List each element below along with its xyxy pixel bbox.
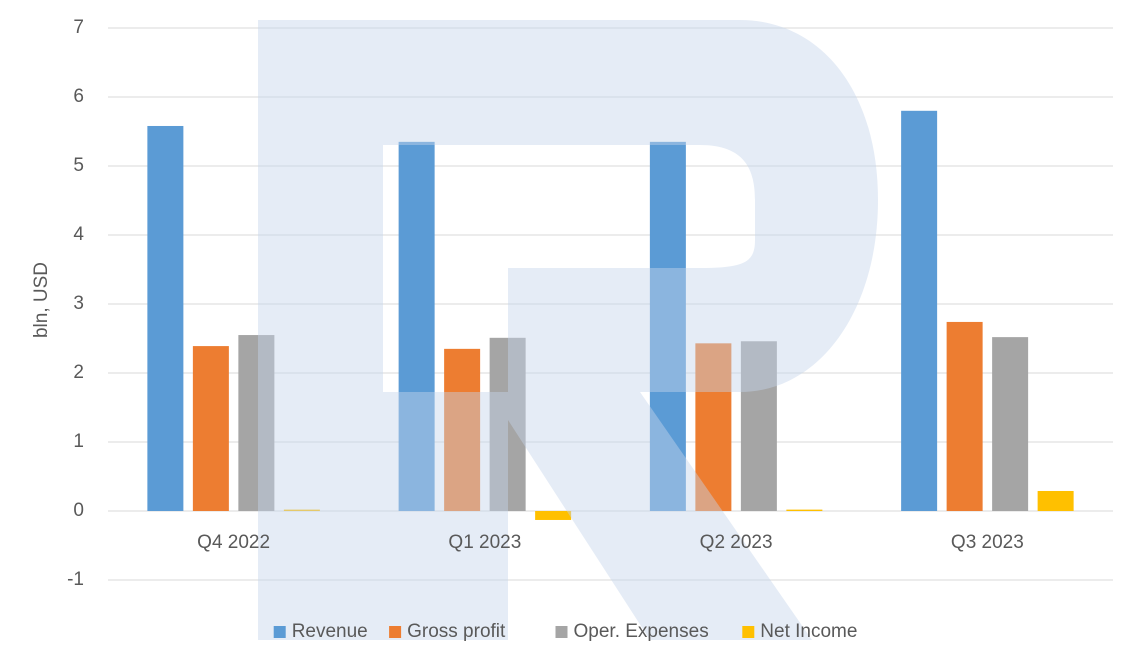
y-tick-label: 6 xyxy=(73,86,84,107)
x-tick-label: Q2 2023 xyxy=(700,532,773,553)
legend-label: Oper. Expenses xyxy=(574,621,709,642)
y-axis-label: bln, USD xyxy=(31,262,52,338)
x-tick-label: Q1 2023 xyxy=(448,532,521,553)
legend-swatch xyxy=(389,626,402,638)
legend-swatch xyxy=(742,626,755,638)
bar xyxy=(992,337,1029,511)
bars xyxy=(147,110,1074,520)
y-tick-label: 7 xyxy=(73,17,84,38)
grid xyxy=(108,27,1113,581)
labels: -1 0 1 2 3 4 5 6 7 Q4 2022 Q1 2023 Q2 2023 Q3 2023 xyxy=(67,17,1024,590)
bar xyxy=(901,110,938,512)
bar xyxy=(192,346,229,511)
bar xyxy=(946,321,983,511)
legend-label: Net Income xyxy=(760,621,857,642)
bar xyxy=(444,348,481,511)
bar xyxy=(147,125,184,511)
bar xyxy=(238,335,275,511)
y-tick-label: 4 xyxy=(73,224,84,245)
bar xyxy=(786,509,823,511)
bar xyxy=(398,141,435,511)
x-tick-label: Q4 2022 xyxy=(197,532,270,553)
legend-label: Gross profit xyxy=(407,621,506,642)
y-tick-label: 2 xyxy=(73,362,84,383)
y-tick-label: 1 xyxy=(73,431,84,452)
legend-swatch xyxy=(273,626,286,638)
bar xyxy=(489,337,526,511)
y-tick-label: 0 xyxy=(73,500,84,521)
legend: Revenue Gross profit Oper. Expenses Net Inc… xyxy=(273,621,857,642)
y-tick-label: 5 xyxy=(73,155,84,176)
bar xyxy=(649,141,686,511)
legend-label: Revenue xyxy=(292,621,368,642)
bar xyxy=(740,341,777,511)
x-tick-label: Q3 2023 xyxy=(951,532,1024,553)
y-tick-label: 3 xyxy=(73,293,84,314)
y-tick-label: -1 xyxy=(67,569,84,590)
bar xyxy=(283,509,320,511)
bar xyxy=(535,511,572,520)
bar xyxy=(695,343,732,511)
legend-swatch xyxy=(555,626,568,638)
bar xyxy=(1037,490,1074,511)
